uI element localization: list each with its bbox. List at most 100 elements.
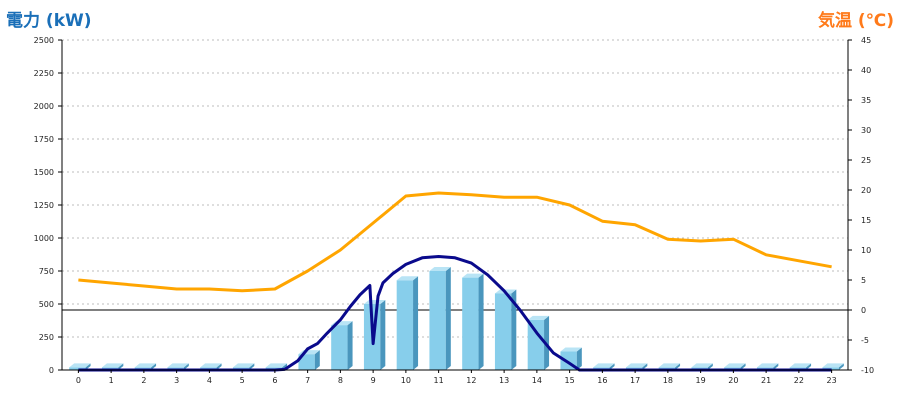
x-tick-label: 6 <box>272 376 277 385</box>
left-tick-label: 1250 <box>34 201 54 210</box>
power-bar-side <box>380 300 386 370</box>
x-tick-label: 10 <box>401 376 411 385</box>
power-bar-side <box>675 363 681 370</box>
x-tick-label: 15 <box>565 376 575 385</box>
x-tick-label: 5 <box>240 376 245 385</box>
x-tick-label: 1 <box>109 376 114 385</box>
power-bar-top <box>756 363 779 368</box>
left-tick-label: 1500 <box>34 168 54 177</box>
power-bar-side <box>118 363 124 370</box>
power-bar-side <box>806 363 812 370</box>
power-bar-top <box>527 315 550 320</box>
right-tick-label: 45 <box>861 36 871 45</box>
right-tick-label: 20 <box>861 186 871 195</box>
power-bar-top <box>724 363 746 368</box>
grid-lines <box>62 39 848 338</box>
power-bar-top <box>265 363 288 368</box>
power-bar-top <box>134 363 157 368</box>
power-demand-line <box>78 254 832 372</box>
left-axis-title: 電力 (kW) <box>6 11 92 31</box>
x-tick-label: 22 <box>794 376 804 385</box>
power-bar-top <box>396 276 419 281</box>
x-tick-label: 20 <box>728 376 738 385</box>
x-tick-label: 11 <box>434 376 444 385</box>
x-tick-label: 2 <box>141 376 146 385</box>
power-bar-side <box>413 276 419 370</box>
left-tick-label: 2000 <box>34 102 54 111</box>
x-tick-label: 18 <box>663 376 673 385</box>
power-bars <box>69 267 844 370</box>
x-tick-label: 19 <box>696 376 706 385</box>
power-bar-side <box>838 363 844 370</box>
right-axis-title: 気温 (℃) <box>817 11 894 31</box>
power-bar-side <box>511 289 517 370</box>
x-tick-label: 0 <box>76 376 81 385</box>
x-tick-label: 21 <box>761 376 771 385</box>
right-tick-label: 40 <box>861 66 871 75</box>
power-bar-top <box>429 267 451 271</box>
power-bar <box>298 354 315 370</box>
right-tick-label: 25 <box>861 156 871 165</box>
temperature-line <box>78 191 832 293</box>
right-tick-label: 5 <box>861 276 866 285</box>
left-tick-label: 750 <box>39 267 54 276</box>
power-bar <box>494 293 512 370</box>
x-tick-label: 13 <box>499 376 509 385</box>
power-bar-side <box>216 363 222 370</box>
left-tick-label: 500 <box>39 300 54 309</box>
power-bar-top <box>691 363 713 368</box>
power-bar-top <box>560 347 582 352</box>
power-bar-side <box>183 363 189 370</box>
power-bar <box>527 319 545 370</box>
power-bar-side <box>740 363 746 370</box>
right-tick-label: 10 <box>861 246 871 255</box>
power-bar-top <box>462 273 484 278</box>
x-tick-label: 4 <box>207 376 212 385</box>
power-bar-side <box>642 363 648 370</box>
right-tick-label: 35 <box>861 96 871 105</box>
power-bar-side <box>85 363 91 370</box>
left-tick-label: 2250 <box>34 69 54 78</box>
power-bar <box>462 277 479 370</box>
power-bar-side <box>347 321 353 370</box>
power-bar-side <box>478 273 484 370</box>
axes: 02505007501000125015001750200022502500-1… <box>34 36 874 385</box>
left-tick-label: 1750 <box>34 135 54 144</box>
x-tick-label: 8 <box>338 376 343 385</box>
right-tick-label: 30 <box>861 126 871 135</box>
power-bar-side <box>707 363 713 370</box>
x-tick-label: 9 <box>371 376 376 385</box>
power-bar-top <box>167 363 189 368</box>
power-bar-top <box>69 363 91 368</box>
power-bar-top <box>101 363 124 368</box>
left-tick-label: 250 <box>39 333 54 342</box>
power-bar-side <box>314 350 320 370</box>
x-tick-label: 17 <box>630 376 640 385</box>
x-tick-label: 16 <box>597 376 607 385</box>
right-tick-label: 0 <box>861 306 866 315</box>
power-bar-side <box>773 363 779 370</box>
right-tick-label: 15 <box>861 216 871 225</box>
series-lines <box>78 191 832 372</box>
left-tick-label: 0 <box>49 366 54 375</box>
power-bar-top <box>789 363 812 368</box>
power-bar <box>429 271 446 370</box>
x-tick-label: 3 <box>174 376 179 385</box>
power-bar-side <box>249 363 255 370</box>
power-bar <box>69 367 86 370</box>
right-tick-label: -10 <box>861 366 874 375</box>
x-tick-label: 7 <box>305 376 310 385</box>
x-tick-label: 23 <box>827 376 837 385</box>
left-tick-label: 1000 <box>34 234 54 243</box>
power-bar-top <box>658 363 681 368</box>
power-bar-top <box>593 363 615 368</box>
power-bar <box>396 280 414 370</box>
power-bar-top <box>200 363 222 368</box>
right-tick-label: -5 <box>861 336 869 345</box>
power-bar-top <box>625 363 648 368</box>
power-bar-side <box>445 267 451 370</box>
power-bar-top <box>822 363 844 368</box>
x-tick-label: 14 <box>532 376 542 385</box>
power-bar-side <box>609 363 615 370</box>
